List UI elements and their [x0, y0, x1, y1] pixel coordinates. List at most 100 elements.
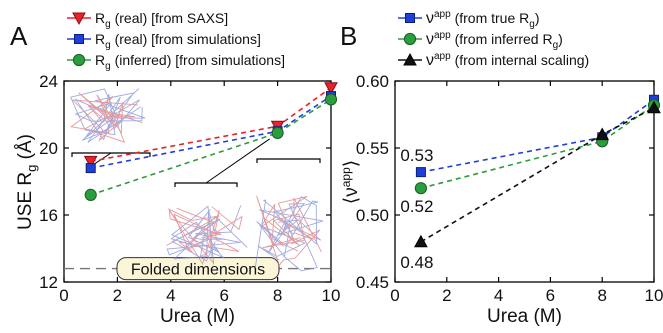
- legend-entry: νapp (from inferred Rg): [398, 30, 563, 51]
- x-axis-label: Urea (M): [160, 306, 235, 327]
- legend-marker: [72, 53, 86, 67]
- x-tick-label: 2: [442, 286, 451, 305]
- bracket-ensemble-1: [71, 152, 151, 157]
- x-tick-label: 6: [546, 286, 555, 305]
- legend-entry: νapp (from true Rg): [398, 9, 540, 30]
- value-annotation: 0.48: [400, 253, 433, 272]
- data-point: [324, 82, 338, 95]
- y-tick-label: 16: [39, 206, 58, 225]
- y-axis-label: ⟨νapp⟩: [339, 160, 362, 204]
- data-point: [85, 163, 96, 174]
- legend-label: νapp (from internal scaling): [426, 51, 589, 69]
- x-tick-label: 2: [113, 286, 122, 305]
- conformation-trace: [70, 88, 119, 136]
- conformation-trace: [267, 203, 318, 272]
- bracket-ensemble-3: [256, 158, 321, 163]
- x-tick-label: 6: [219, 286, 228, 305]
- conformation-trace: [74, 101, 143, 139]
- ensemble-illustration-0m: [70, 88, 146, 143]
- legend-marker: [74, 34, 84, 44]
- connector-2: [205, 138, 270, 184]
- conformation-trace: [74, 96, 141, 143]
- data-point: [595, 127, 610, 141]
- ensemble-illustration-8m: [254, 195, 324, 272]
- data-point: [647, 100, 661, 114]
- conformation-trace: [70, 96, 143, 134]
- folded-dimensions-label: Folded dimensions: [131, 262, 265, 279]
- legend-text: ν: [426, 52, 434, 69]
- y-axis-label: USE Rg (Å): [15, 134, 39, 230]
- x-tick-label: 0: [59, 286, 68, 305]
- conformation-trace: [256, 200, 319, 248]
- data-point: [414, 182, 427, 195]
- legend-text: ν: [426, 10, 434, 27]
- series: [414, 99, 661, 195]
- legend-text: (inferred) [from simulations]: [111, 52, 285, 68]
- series: [84, 93, 338, 201]
- data-point: [271, 126, 284, 140]
- legend-text: (real) [from simulations]: [111, 31, 261, 47]
- conformation-trace: [78, 92, 124, 135]
- legend-marker: [403, 52, 417, 66]
- series-line: [420, 104, 655, 189]
- conformation-trace: [71, 99, 138, 142]
- legend-label: νapp (from inferred Rg): [426, 30, 563, 51]
- panel-label-a: A: [10, 21, 28, 51]
- conformation-trace: [262, 213, 305, 249]
- y-axis-label-text: ⟩: [341, 160, 362, 167]
- bracket-ensemble-2: [174, 182, 238, 187]
- x-axis-label: Urea (M): [487, 306, 562, 327]
- legend-subscript: g: [529, 19, 535, 30]
- legend-marker: [403, 32, 417, 46]
- data-point: [83, 155, 98, 169]
- x-tick-label: 4: [494, 286, 503, 305]
- y-axis-label-superscript: app: [339, 167, 353, 187]
- x-tick-label: 8: [273, 286, 282, 305]
- legend-label: Rg (real) [from SAXS]: [95, 10, 228, 30]
- series-line: [420, 99, 655, 173]
- legend-text: R: [95, 10, 105, 26]
- x-tick-label: 8: [597, 286, 606, 305]
- legend-text: (from internal scaling): [451, 52, 590, 68]
- conformation-trace: [166, 205, 242, 256]
- y-axis-label-subscript: g: [24, 165, 39, 172]
- value-annotation: 0.53: [400, 146, 433, 165]
- y-tick-label: 12: [39, 273, 58, 292]
- conformation-trace: [259, 209, 324, 236]
- x-tick-label: 0: [390, 286, 399, 305]
- legend-text: (from true R: [451, 10, 530, 26]
- series: [83, 82, 338, 169]
- data-point: [324, 93, 338, 106]
- legend-text: (real) [from SAXS]: [111, 10, 228, 26]
- x-tick-label: 4: [166, 286, 175, 305]
- panel-label-b: B: [340, 21, 357, 51]
- y-axis-label-text: USE R: [15, 172, 36, 230]
- conformation-trace: [260, 195, 308, 252]
- conformation-trace: [166, 208, 220, 265]
- plot-frame: [63, 80, 332, 283]
- legend-superscript: app: [434, 51, 451, 62]
- x-tick-label: 10: [645, 286, 663, 305]
- y-tick-label: 0.45: [356, 273, 389, 292]
- data-point: [415, 167, 426, 178]
- legend-label: Rg (inferred) [from simulations]: [95, 52, 285, 72]
- y-tick-label: 0.60: [356, 72, 389, 91]
- series: [415, 94, 659, 178]
- legend-entry: Rg (real) [from SAXS]: [67, 10, 228, 30]
- legend-label: Rg (real) [from simulations]: [95, 31, 261, 51]
- legend-entry: Rg (real) [from simulations]: [67, 31, 261, 51]
- series-line: [90, 87, 332, 163]
- legend-subscript: g: [105, 40, 111, 51]
- legend-marker: [72, 12, 86, 26]
- x-tick-label: 10: [322, 286, 341, 305]
- conformation-trace: [82, 99, 141, 141]
- legend-entry: νapp (from internal scaling): [398, 51, 589, 69]
- y-tick-label: 20: [39, 139, 58, 158]
- series: [414, 100, 661, 248]
- legend-text: R: [95, 31, 105, 47]
- value-annotation: 0.52: [400, 197, 433, 216]
- legend-text: ν: [426, 31, 434, 48]
- legend-text: R: [95, 52, 105, 68]
